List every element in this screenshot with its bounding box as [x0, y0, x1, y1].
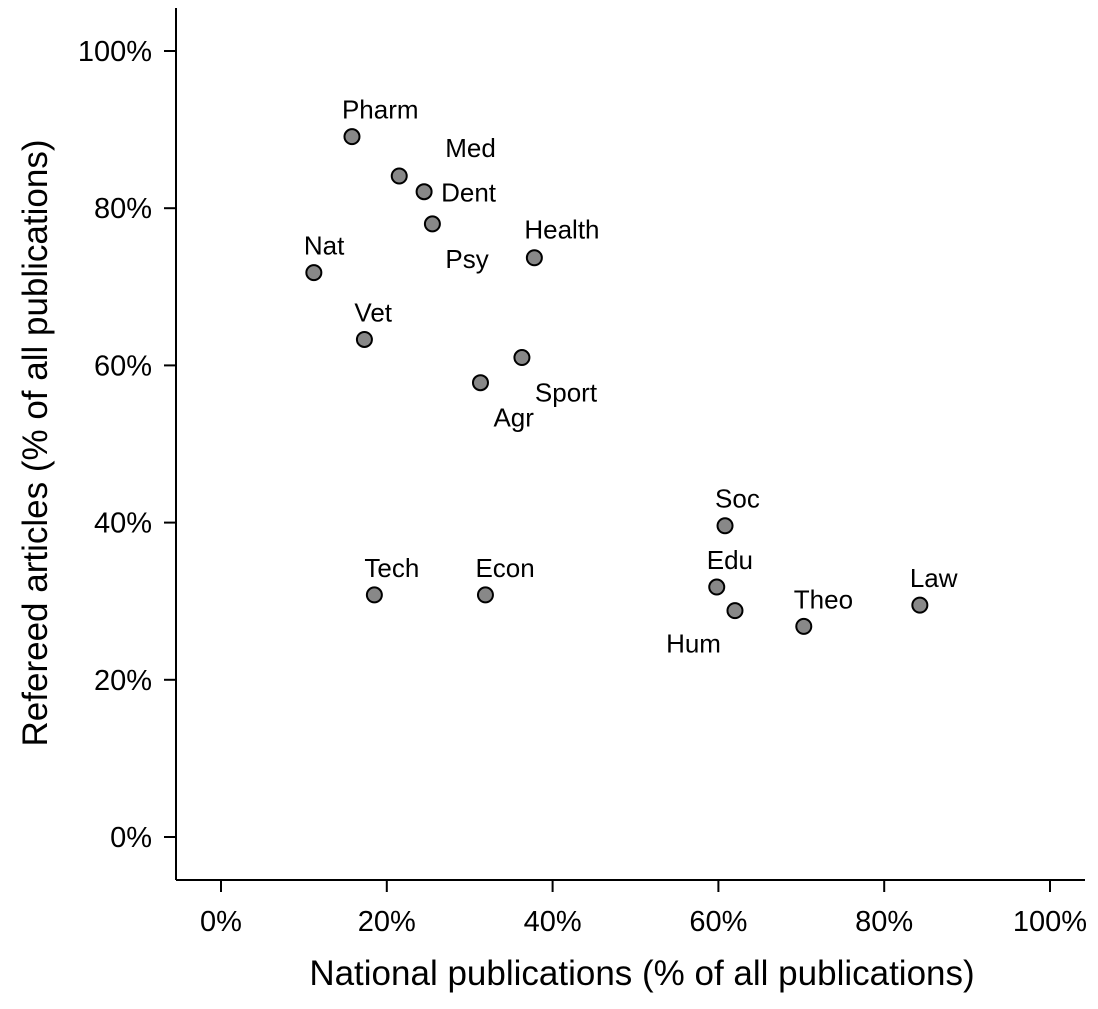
x-ticks: 0% 20% 40% 60% 80% 100% — [200, 880, 1087, 938]
y-tick-label: 40% — [94, 508, 152, 540]
y-tick-label: 100% — [78, 36, 152, 68]
point-label: Soc — [715, 484, 760, 514]
data-point — [726, 602, 744, 620]
point-label: Med — [445, 133, 496, 163]
point-label: Econ — [475, 553, 534, 583]
data-point — [795, 617, 813, 635]
point-label: Pharm — [342, 95, 419, 125]
point-label: Psy — [445, 244, 488, 274]
data-points — [305, 128, 929, 635]
x-tick-label: 20% — [358, 906, 416, 938]
data-point — [716, 517, 734, 535]
data-point — [525, 249, 543, 267]
point-label: Vet — [354, 297, 392, 327]
point-label: Edu — [707, 545, 753, 575]
data-point — [343, 128, 361, 146]
y-tick-label: 80% — [94, 193, 152, 225]
point-label: Hum — [666, 629, 721, 659]
data-point — [305, 264, 323, 282]
y-axis-title: Refereed articles (% of all publications… — [16, 140, 55, 747]
data-point — [513, 349, 531, 367]
y-ticks: 0% 20% 40% 60% 80% 100% — [78, 36, 176, 854]
data-point — [476, 586, 494, 604]
point-label: Theo — [794, 584, 853, 614]
point-label: Nat — [304, 231, 345, 261]
point-label: Dent — [441, 178, 497, 208]
point-label: Agr — [493, 403, 534, 433]
data-point — [911, 596, 929, 614]
point-label: Sport — [535, 378, 598, 408]
data-point — [365, 586, 383, 604]
data-point — [415, 183, 433, 201]
y-tick-label: 20% — [94, 665, 152, 697]
point-label: Tech — [364, 553, 419, 583]
axes — [175, 8, 1085, 881]
data-point — [708, 578, 726, 596]
point-label: Health — [524, 215, 599, 245]
point-label: Law — [910, 563, 958, 593]
data-point — [390, 167, 408, 185]
y-tick-label: 0% — [110, 822, 152, 854]
y-tick-label: 60% — [94, 350, 152, 382]
x-tick-label: 60% — [689, 906, 747, 938]
data-point — [471, 374, 489, 392]
x-axis-title: National publications (% of all publicat… — [309, 954, 974, 993]
data-point — [423, 215, 441, 233]
x-tick-label: 80% — [855, 906, 913, 938]
x-tick-label: 0% — [200, 906, 242, 938]
x-tick-label: 100% — [1013, 906, 1087, 938]
x-tick-label: 40% — [524, 906, 582, 938]
data-point — [355, 330, 373, 348]
